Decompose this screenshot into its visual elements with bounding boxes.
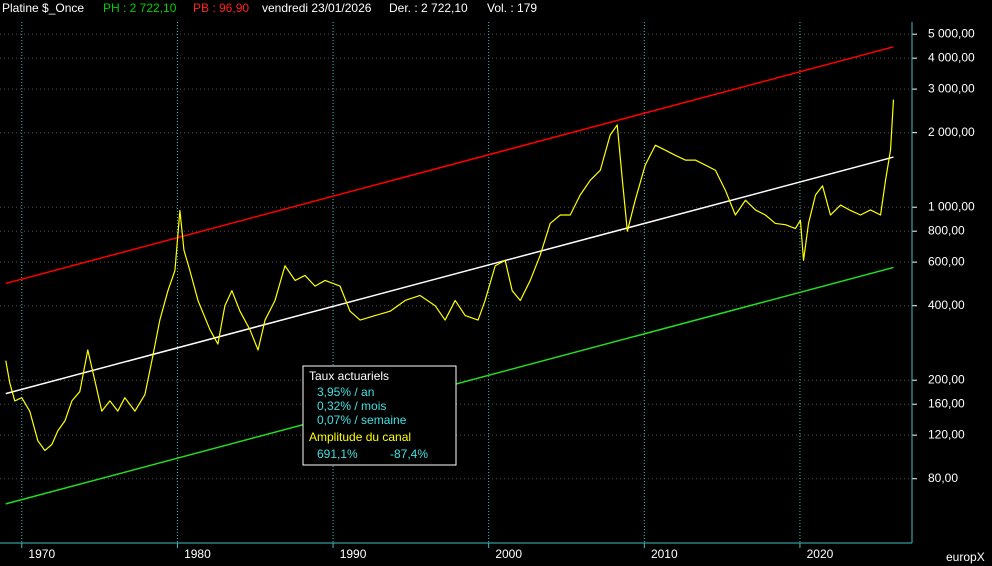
y-tick-label: 80,00: [928, 471, 958, 485]
amplitude: 691,1%: [317, 447, 358, 461]
y-tick-label: 400,00: [928, 298, 965, 312]
info-box-frame: [302, 365, 457, 466]
header-item: PH : 2 722,10: [103, 1, 177, 15]
y-tick-label: 3 000,00: [928, 81, 975, 95]
rate: 0,07% / semaine: [317, 413, 407, 427]
y-tick-label: 2 000,00: [928, 125, 975, 139]
y-tick-label: 200,00: [928, 372, 965, 386]
y-tick-label: 120,00: [928, 427, 965, 441]
header-item: PB : 96,90: [193, 1, 249, 15]
rate: 0,32% / mois: [317, 399, 386, 413]
x-tick-label: 1980: [184, 547, 211, 561]
header-item: Der. : 2 722,10: [389, 1, 468, 15]
info-box: Taux actuariels 3,95% / an 0,32% / mois …: [302, 365, 457, 466]
y-tick-label: 800,00: [928, 223, 965, 237]
header-item: vendredi 23/01/2026: [262, 1, 372, 15]
brand: europX: [946, 550, 985, 564]
y-tick-label: 160,00: [928, 396, 965, 410]
y-tick-label: 1 000,00: [928, 199, 975, 213]
channel-line: [5, 46, 894, 285]
price-line: [5, 99, 895, 452]
chart-title: Platine $_Once: [2, 1, 84, 15]
info-title: Taux actuariels: [309, 369, 389, 383]
x-tick-label: 2000: [495, 547, 522, 561]
y-tick-label: 600,00: [928, 254, 965, 268]
header-item: Vol. : 179: [487, 1, 537, 15]
y-tick-label: 5 000,00: [928, 26, 975, 40]
amplitude-title: Amplitude du canal: [309, 430, 411, 444]
x-tick-label: 2020: [807, 547, 834, 561]
x-tick-label: 1970: [28, 547, 55, 561]
rate: 3,95% / an: [317, 385, 374, 399]
x-tick-label: 1990: [340, 547, 367, 561]
x-tick-label: 2010: [651, 547, 678, 561]
amplitude: -87,4%: [390, 447, 428, 461]
y-tick-label: 4 000,00: [928, 50, 975, 64]
